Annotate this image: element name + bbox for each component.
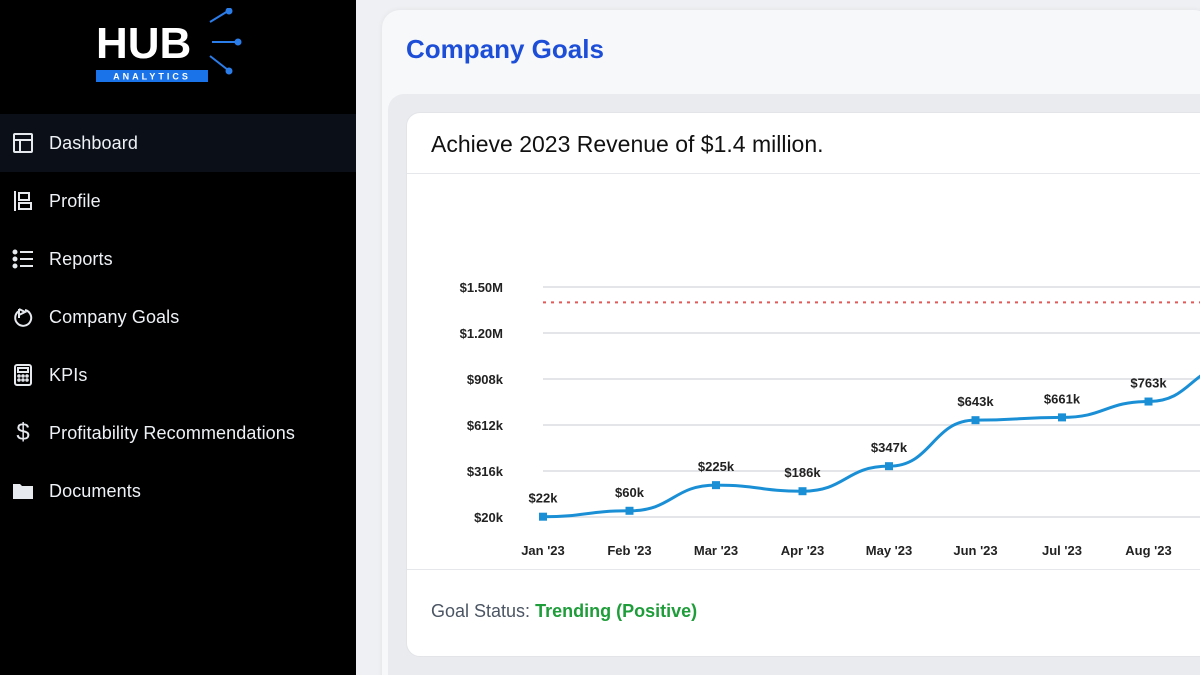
- y-tick-label: $1.20M: [460, 326, 503, 341]
- dollar-icon: $: [16, 419, 30, 446]
- goal-status-label: Goal Status:: [431, 601, 531, 621]
- calculator-icon: [10, 362, 36, 388]
- main-panel: Company Goals Achieve 2023 Revenue of $1…: [382, 10, 1200, 675]
- sidebar-item-label: Reports: [49, 248, 113, 269]
- y-tick-label: $316k: [467, 464, 504, 479]
- x-tick-label: Apr '23: [781, 543, 825, 558]
- goals-icon: [10, 304, 36, 330]
- goal-status-value: Trending (Positive): [535, 601, 698, 621]
- sidebar-item-profitability-recommendations[interactable]: $ Profitability Recommendations: [0, 404, 356, 462]
- data-label: $60k: [615, 485, 645, 500]
- data-label: $643k: [957, 394, 994, 409]
- data-point: [1144, 397, 1153, 406]
- y-tick-label: $612k: [467, 418, 504, 433]
- sidebar-nav: Dashboard Profile Reports Company Goals …: [0, 114, 356, 520]
- goals-container: Achieve 2023 Revenue of $1.4 million. $2…: [388, 94, 1200, 675]
- sidebar-item-label: Company Goals: [49, 306, 180, 327]
- x-tick-label: May '23: [866, 543, 912, 558]
- data-label: $763k: [1130, 376, 1167, 391]
- x-tick-label: Feb '23: [607, 543, 651, 558]
- profile-icon: [10, 188, 36, 214]
- data-point: [1058, 413, 1066, 422]
- dashboard-icon: [10, 130, 36, 156]
- page-title: Company Goals: [406, 34, 604, 64]
- folder-icon: [10, 478, 36, 504]
- logo-subtext: ANALYTICS: [113, 72, 191, 82]
- revenue-series-line: [542, 374, 1200, 519]
- data-label: $186k: [784, 465, 821, 480]
- goal-card-footer-divider: [407, 569, 1200, 570]
- x-tick-label: Jul '23: [1042, 543, 1082, 558]
- data-point: [798, 487, 807, 496]
- sidebar-item-documents[interactable]: Documents: [0, 462, 356, 520]
- hub-analytics-logo[interactable]: HUB ANALYTICS: [92, 8, 242, 88]
- sidebar-item-label: Profitability Recommendations: [49, 422, 296, 443]
- x-tick-label: Aug '23: [1125, 543, 1171, 558]
- sidebar-item-profile[interactable]: Profile: [0, 172, 356, 230]
- data-label: $661k: [1044, 391, 1081, 406]
- sidebar-item-label: KPIs: [49, 364, 88, 385]
- y-tick-label: $908k: [467, 372, 504, 387]
- data-label: $225k: [698, 459, 735, 474]
- x-tick-label: Mar '23: [694, 543, 738, 558]
- x-tick-label: Jan '23: [521, 543, 565, 558]
- goal-status: Goal Status: Trending (Positive): [431, 601, 697, 622]
- goal-card-divider: [407, 173, 1200, 174]
- sidebar-item-label: Profile: [49, 190, 101, 211]
- data-point: [539, 512, 547, 521]
- data-label: $22k: [529, 491, 559, 506]
- data-point: [712, 481, 720, 490]
- sidebar-item-label: Documents: [49, 480, 141, 501]
- goal-card: Achieve 2023 Revenue of $1.4 million. $2…: [406, 112, 1200, 657]
- x-tick-label: Jun '23: [953, 543, 997, 558]
- sidebar-item-company-goals[interactable]: Company Goals: [0, 288, 356, 346]
- data-point: [885, 462, 893, 471]
- sidebar-item-kpis[interactable]: KPIs: [0, 346, 356, 404]
- goal-title: Achieve 2023 Revenue of $1.4 million.: [431, 131, 824, 157]
- data-label: $347k: [871, 440, 908, 455]
- y-tick-label: $1.50M: [460, 280, 503, 295]
- data-point: [971, 416, 980, 425]
- sidebar-item-dashboard[interactable]: Dashboard: [0, 114, 356, 172]
- sidebar-item-reports[interactable]: Reports: [0, 230, 356, 288]
- y-tick-label: $20k: [474, 510, 504, 525]
- sidebar: HUB ANALYTICS Dashboard Profile Reports: [0, 0, 356, 675]
- sidebar-item-label: Dashboard: [49, 132, 138, 153]
- data-point: [625, 506, 634, 515]
- logo-text: HUB: [96, 19, 191, 68]
- list-icon: [10, 246, 36, 272]
- revenue-line-chart: $20k $316k $612k $908k $1.20M $1.50M Jan '23 Fe…: [460, 280, 1200, 558]
